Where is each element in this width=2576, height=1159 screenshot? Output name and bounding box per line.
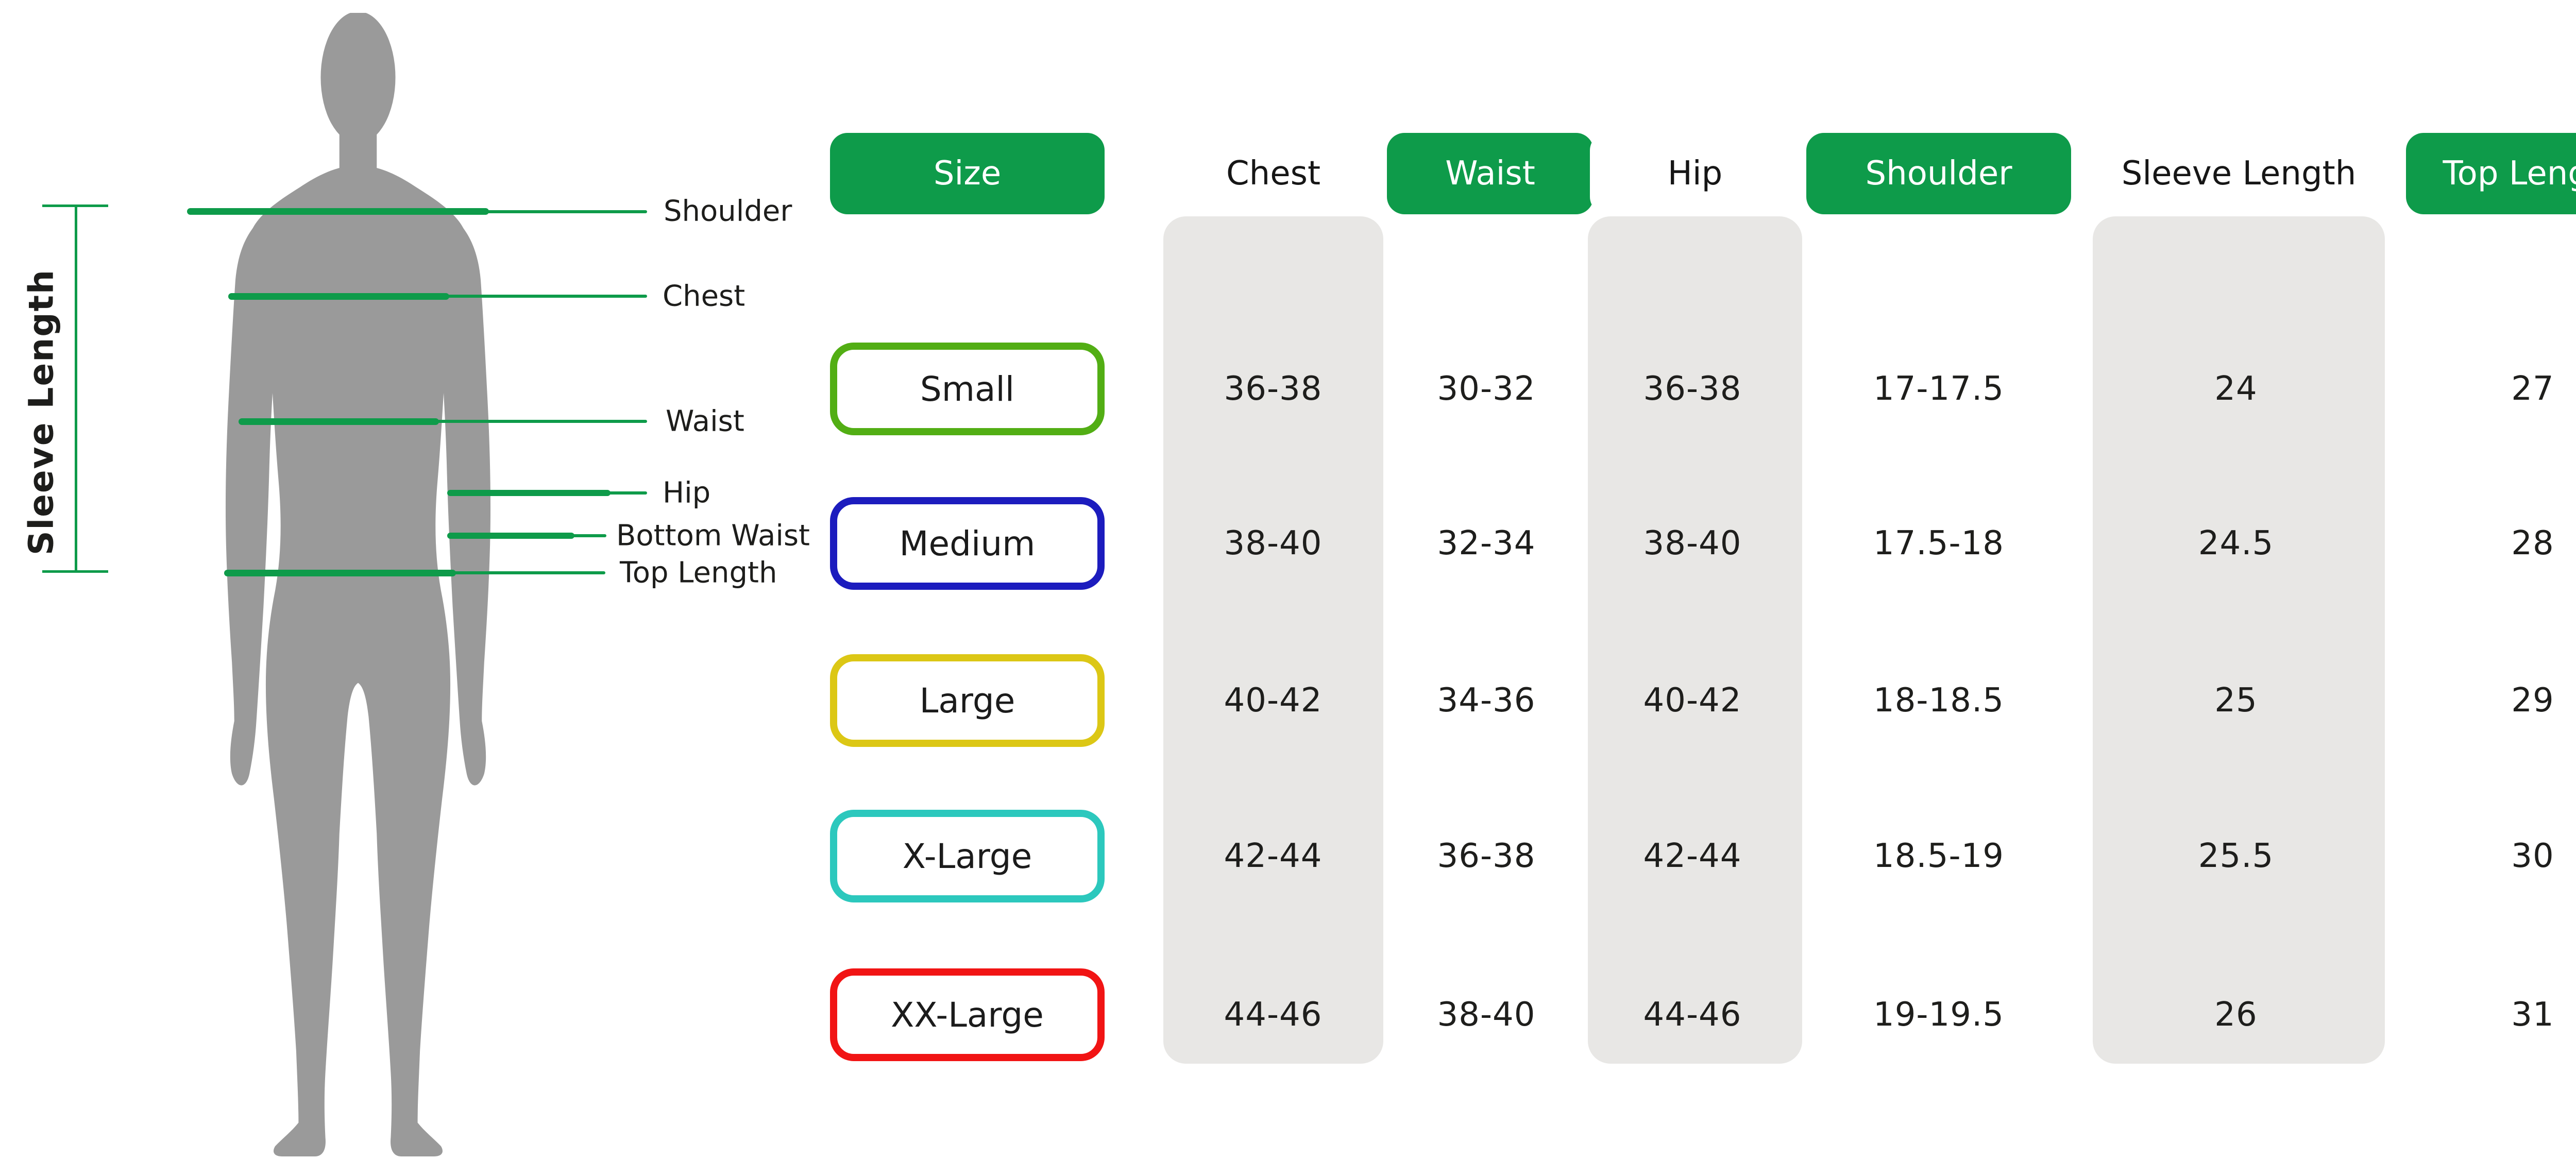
hip-leader-line	[608, 491, 647, 495]
shoulder-leader-line	[484, 210, 647, 213]
sleeve-length-column-strip	[2093, 216, 2385, 1064]
cell-large-shoulder: 18-18.5	[1873, 681, 2005, 720]
top-length-measure-line	[224, 570, 456, 576]
cell-small-hip: 36-38	[1643, 370, 1742, 408]
cell-x-large-shoulder: 18.5-19	[1873, 837, 2005, 875]
column-header-chest: Chest	[1149, 133, 1397, 214]
cell-large-chest: 40-42	[1224, 681, 1323, 720]
chest-leader-line	[446, 295, 647, 298]
cell-large-waist: 34-36	[1437, 681, 1536, 720]
body-silhouette-image	[225, 13, 491, 1156]
waist-leader-line	[435, 420, 647, 423]
cell-medium-shoulder: 17.5-18	[1873, 524, 2005, 563]
cell-x-large-hip: 42-44	[1643, 837, 1742, 875]
hip-measure-line	[447, 490, 611, 496]
cell-xx-large-shoulder: 19-19.5	[1873, 996, 2005, 1034]
column-header-top-length: Top Length	[2406, 133, 2576, 214]
column-header-hip: Hip	[1590, 133, 1800, 214]
size-button-x-large[interactable]: X-Large	[830, 810, 1105, 902]
sleeve-length-label: Sleeve Length	[21, 268, 61, 556]
cell-xx-large-chest: 44-46	[1224, 996, 1323, 1034]
cell-x-large-waist: 36-38	[1437, 837, 1536, 875]
waist-measure-line	[239, 418, 439, 425]
cell-small-waist: 30-32	[1437, 370, 1536, 408]
size-button-small[interactable]: Small	[830, 343, 1105, 435]
cell-small-shoulder: 17-17.5	[1873, 370, 2005, 408]
chest-measure-line	[228, 293, 449, 300]
shoulder-measure-line	[187, 208, 489, 215]
cell-large-top-length: 29	[2511, 681, 2554, 720]
sleeve-length-bracket-line	[75, 206, 77, 572]
hip-label: Hip	[663, 476, 711, 510]
sleeve-length-bracket-top-tick	[42, 204, 108, 207]
cell-x-large-chest: 42-44	[1224, 837, 1323, 875]
cell-large-hip: 40-42	[1643, 681, 1742, 720]
top-length-leader-line	[453, 571, 605, 574]
column-header-size: Size	[830, 133, 1105, 214]
size-button-large[interactable]: Large	[830, 654, 1105, 747]
size-button-medium[interactable]: Medium	[830, 497, 1105, 590]
waist-label: Waist	[666, 404, 744, 438]
cell-medium-top-length: 28	[2511, 524, 2554, 563]
cell-x-large-sleeve-length: 25.5	[2198, 837, 2274, 875]
bottom-waist-leader-line	[572, 534, 606, 537]
cell-xx-large-top-length: 31	[2511, 996, 2554, 1034]
bottom-waist-measure-line	[447, 533, 574, 539]
cell-medium-chest: 38-40	[1224, 524, 1323, 563]
cell-small-top-length: 27	[2511, 370, 2554, 408]
cell-small-sleeve-length: 24	[2214, 370, 2258, 408]
cell-medium-hip: 38-40	[1643, 524, 1742, 563]
cell-small-chest: 36-38	[1224, 370, 1323, 408]
shoulder-label: Shoulder	[664, 194, 792, 228]
bottom-waist-label: Bottom Waist	[616, 519, 810, 553]
cell-medium-sleeve-length: 24.5	[2198, 524, 2274, 563]
cell-large-sleeve-length: 25	[2214, 681, 2258, 720]
cell-xx-large-waist: 38-40	[1437, 996, 1536, 1034]
cell-x-large-top-length: 30	[2511, 837, 2554, 875]
chest-label: Chest	[663, 279, 745, 313]
size-button-xx-large[interactable]: XX-Large	[830, 968, 1105, 1061]
column-header-shoulder: Shoulder	[1806, 133, 2071, 214]
cell-xx-large-hip: 44-46	[1643, 996, 1742, 1034]
cell-medium-waist: 32-34	[1437, 524, 1536, 563]
hip-column-strip	[1588, 216, 1802, 1064]
sleeve-length-bracket-bottom-tick	[42, 570, 108, 573]
column-header-waist: Waist	[1387, 133, 1594, 214]
column-header-sleeve-length: Sleeve Length	[2081, 133, 2397, 214]
chest-column-strip	[1163, 216, 1383, 1064]
cell-xx-large-sleeve-length: 26	[2214, 996, 2258, 1034]
top-length-label: Top Length	[620, 556, 777, 590]
